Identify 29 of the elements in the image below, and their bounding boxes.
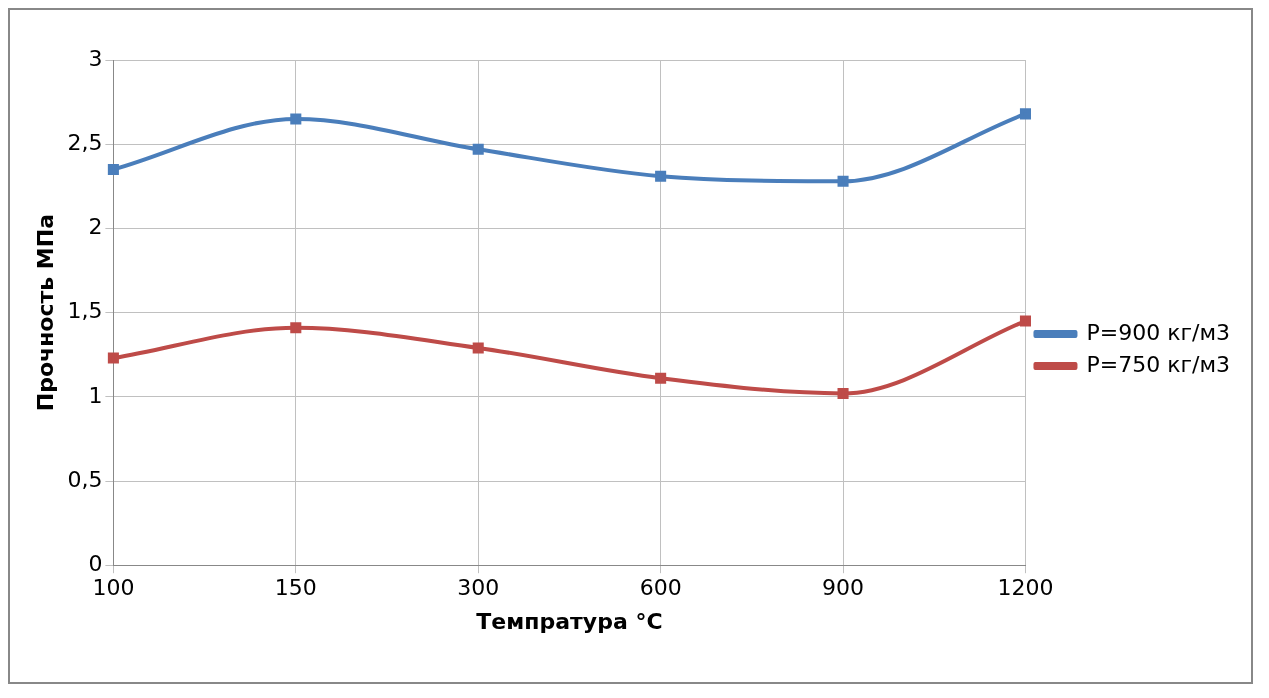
x-tick-label: 900 bbox=[822, 575, 865, 601]
point bbox=[837, 387, 849, 399]
y-tick-label: 2 bbox=[88, 214, 103, 240]
point bbox=[107, 163, 119, 175]
point bbox=[290, 113, 302, 125]
point bbox=[1019, 315, 1031, 327]
legend-label: P=750 кг/м3 bbox=[1086, 351, 1231, 377]
legend-label: P=900 кг/м3 bbox=[1086, 319, 1231, 345]
point bbox=[472, 143, 484, 155]
point bbox=[107, 352, 119, 364]
point bbox=[655, 372, 667, 384]
point bbox=[655, 170, 667, 182]
y-tick-label: 0,5 bbox=[67, 466, 103, 492]
y-tick-label: 0 bbox=[88, 550, 103, 576]
x-axis-title: Темпратура °C bbox=[476, 608, 663, 634]
x-tick-label: 1200 bbox=[997, 575, 1054, 601]
x-tick-label: 150 bbox=[274, 575, 317, 601]
y-tick-label: 2,5 bbox=[67, 129, 103, 155]
point bbox=[290, 322, 302, 334]
point bbox=[837, 175, 849, 187]
y-tick-label: 3 bbox=[88, 45, 103, 71]
x-tick-label: 300 bbox=[457, 575, 500, 601]
x-tick-label: 600 bbox=[639, 575, 682, 601]
point bbox=[1019, 108, 1031, 120]
point bbox=[472, 342, 484, 354]
y-tick-label: 1 bbox=[88, 382, 103, 408]
y-tick-label: 1,5 bbox=[67, 298, 103, 324]
y-axis-title: Прочность МПа bbox=[32, 213, 58, 412]
x-tick-label: 100 bbox=[92, 575, 135, 601]
